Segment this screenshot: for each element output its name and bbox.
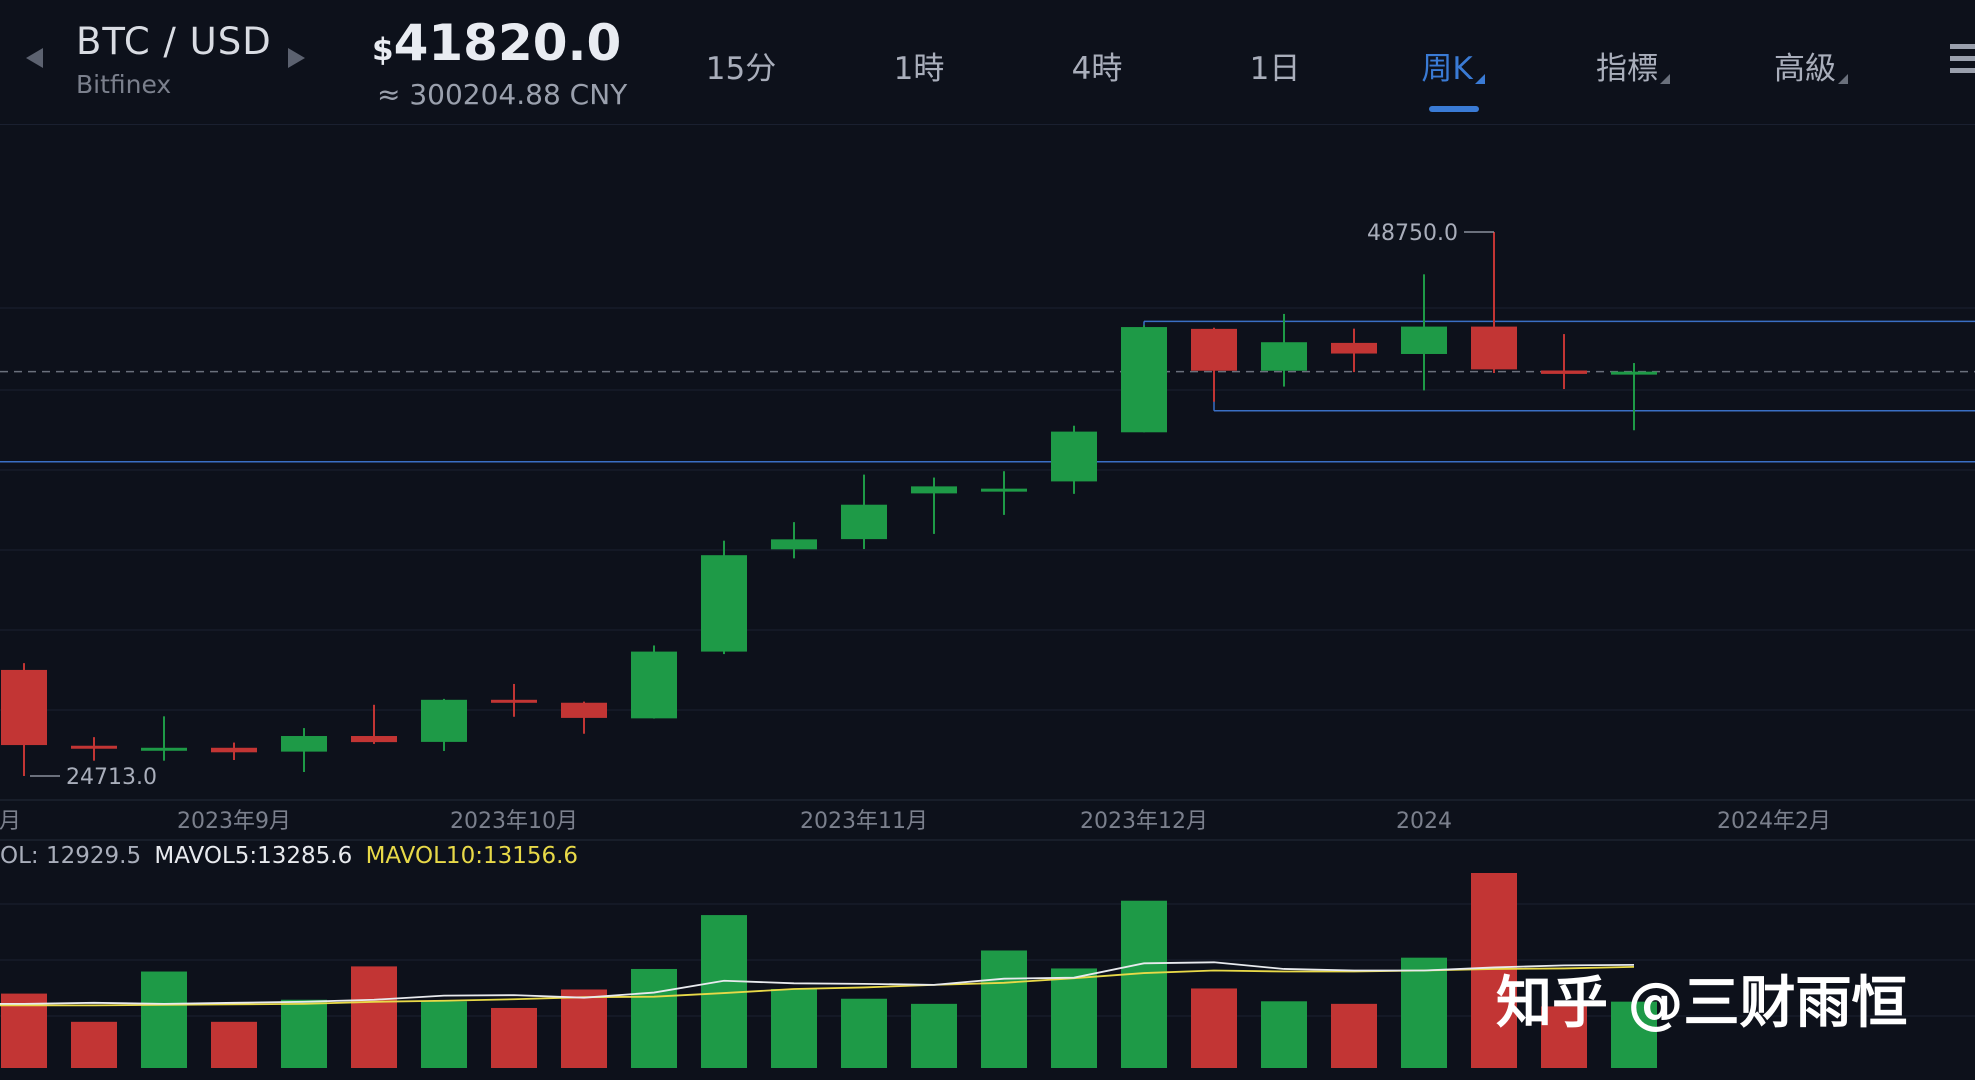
volume-bar bbox=[1051, 968, 1097, 1068]
tab-weekly[interactable]: 周K bbox=[1388, 43, 1518, 88]
top-bar: BTC / USD Bitfinex $41820.0 ≈ 300204.88 … bbox=[0, 0, 1975, 125]
x-tick-label: 2023年12月 bbox=[1080, 809, 1208, 834]
candle-body bbox=[1331, 342, 1377, 354]
high-label: 48750.0 bbox=[1367, 221, 1458, 246]
candle-body bbox=[1051, 431, 1097, 482]
last-price: $41820.0 bbox=[372, 14, 621, 72]
candle-body bbox=[1261, 342, 1307, 371]
volume-bar bbox=[561, 989, 607, 1068]
candle-body bbox=[71, 745, 117, 749]
dropdown-corner-icon bbox=[1660, 74, 1670, 84]
candle-body bbox=[561, 702, 607, 718]
candle-body bbox=[1401, 326, 1447, 354]
tab-4h[interactable]: 4時 bbox=[1071, 51, 1123, 87]
volume-bar bbox=[771, 988, 817, 1068]
volume-bar bbox=[1331, 1003, 1377, 1068]
dropdown-corner-icon bbox=[1838, 74, 1848, 84]
candle-body bbox=[491, 699, 537, 703]
candle-body bbox=[1121, 327, 1167, 433]
menu-icon[interactable] bbox=[1950, 44, 1975, 76]
currency-symbol: $ bbox=[372, 32, 394, 68]
volume-bar bbox=[1121, 900, 1167, 1068]
price-value: 41820.0 bbox=[393, 14, 622, 72]
candle-body bbox=[351, 736, 397, 743]
x-tick-label: 2024 bbox=[1396, 809, 1452, 834]
x-tick-label: 2023年9月 bbox=[177, 809, 291, 834]
volume-bar bbox=[421, 1001, 467, 1068]
volume-bar bbox=[841, 998, 887, 1068]
candle-body bbox=[771, 539, 817, 550]
candle-body bbox=[1541, 370, 1587, 374]
volume-bar bbox=[351, 966, 397, 1068]
tab-advanced[interactable]: 高級 bbox=[1746, 43, 1876, 88]
pair-name[interactable]: BTC / USD bbox=[76, 20, 272, 63]
volume-bar bbox=[911, 1003, 957, 1068]
tab-15m[interactable]: 15分 bbox=[705, 51, 777, 87]
x-tick-label: 2024年2月 bbox=[1717, 809, 1831, 834]
volume-bar bbox=[281, 999, 327, 1068]
volume-bar bbox=[1401, 957, 1447, 1068]
volume-bar bbox=[491, 1007, 537, 1068]
vol-value: OL: 12929.5 bbox=[0, 843, 142, 869]
mavol5-value: MAVOL5:13285.6 bbox=[154, 843, 353, 869]
volume-bar bbox=[211, 1021, 257, 1068]
watermark: 知乎 @三财雨恒 bbox=[1496, 971, 1908, 1036]
low-label: 24713.0 bbox=[66, 765, 157, 790]
volume-bar bbox=[981, 950, 1027, 1068]
tab-indicators[interactable]: 指標 bbox=[1568, 43, 1698, 88]
candle-body bbox=[631, 651, 677, 719]
candle-body bbox=[281, 736, 327, 752]
candle-body bbox=[981, 488, 1027, 492]
volume-bar bbox=[1541, 1006, 1587, 1068]
candle-body bbox=[141, 747, 187, 751]
tab-1h[interactable]: 1時 bbox=[893, 51, 945, 87]
volume-bar bbox=[71, 1021, 117, 1068]
volume-bar bbox=[141, 971, 187, 1068]
volume-bar bbox=[631, 968, 677, 1068]
volume-legend: OL: 12929.5 MAVOL5:13285.6 MAVOL10:13156… bbox=[0, 843, 578, 869]
cny-price: ≈ 300204.88 CNY bbox=[377, 78, 628, 111]
candle-body bbox=[911, 486, 957, 494]
x-tick-label: 2023年11月 bbox=[800, 809, 928, 834]
candle-body bbox=[211, 747, 257, 753]
candle-body bbox=[1611, 371, 1657, 375]
active-tab-indicator bbox=[1429, 106, 1479, 112]
next-arrow-icon[interactable] bbox=[288, 48, 305, 68]
volume-bar bbox=[1261, 1001, 1307, 1068]
exchange-name: Bitfinex bbox=[76, 70, 172, 99]
volume-bar bbox=[1471, 873, 1517, 1068]
candle-body bbox=[701, 555, 747, 652]
candle-body bbox=[1191, 328, 1237, 371]
prev-arrow-icon[interactable] bbox=[26, 48, 43, 68]
x-tick-label: 3月 bbox=[0, 809, 21, 834]
candle-body bbox=[1, 669, 47, 746]
mavol5-line bbox=[0, 961, 1635, 1005]
candle-body bbox=[841, 504, 887, 540]
mavol10-value: MAVOL10:13156.6 bbox=[365, 843, 579, 869]
volume-bar bbox=[1611, 1001, 1657, 1068]
tab-1d[interactable]: 1日 bbox=[1249, 51, 1301, 87]
candle-body bbox=[421, 699, 467, 742]
dropdown-corner-icon bbox=[1474, 74, 1485, 84]
x-tick-label: 2023年10月 bbox=[450, 809, 578, 834]
volume-bar bbox=[1191, 988, 1237, 1068]
candle-body bbox=[1471, 326, 1517, 370]
mavol10-line bbox=[0, 966, 1635, 1007]
